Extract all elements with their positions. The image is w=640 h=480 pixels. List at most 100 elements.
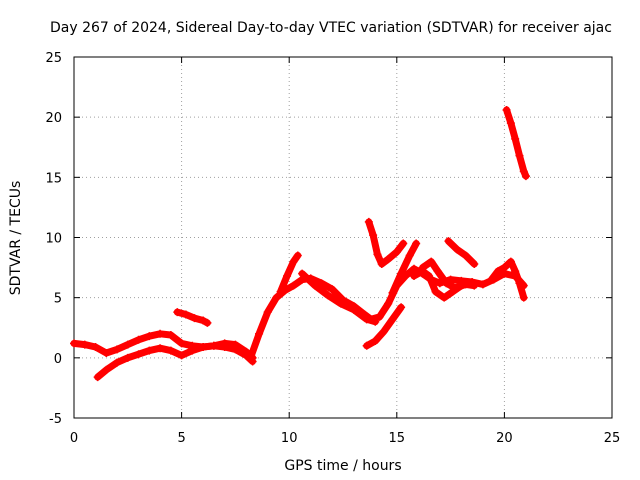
data-point-marker bbox=[272, 293, 281, 302]
data-point-marker bbox=[470, 281, 479, 290]
data-point-marker bbox=[500, 263, 509, 272]
data-point-marker bbox=[336, 299, 345, 308]
data-point-marker bbox=[418, 263, 427, 272]
series-band bbox=[277, 252, 302, 296]
data-point-marker bbox=[470, 259, 479, 268]
data-point-marker bbox=[521, 172, 530, 181]
data-point-marker bbox=[392, 247, 401, 256]
data-point-marker bbox=[425, 272, 434, 281]
data-point-marker bbox=[166, 330, 175, 339]
series-band bbox=[389, 240, 420, 297]
x-axis-label: GPS time / hours bbox=[284, 458, 401, 474]
x-tick-label: 0 bbox=[70, 431, 78, 446]
x-tick-label: 5 bbox=[177, 431, 185, 446]
data-point-marker bbox=[511, 134, 520, 143]
data-point-marker bbox=[433, 267, 442, 276]
data-point-marker bbox=[410, 264, 419, 273]
series-track-14 bbox=[502, 105, 530, 181]
data-point-marker bbox=[220, 343, 229, 352]
series-track-6 bbox=[298, 269, 380, 326]
data-point-marker bbox=[203, 318, 212, 327]
x-tick-label: 20 bbox=[496, 431, 513, 446]
data-point-marker bbox=[123, 353, 132, 362]
data-point-marker bbox=[70, 339, 78, 348]
y-tick-label: 5 bbox=[54, 292, 62, 307]
data-point-marker bbox=[397, 303, 406, 312]
data-point-marker bbox=[123, 340, 132, 349]
data-point-marker bbox=[511, 267, 520, 276]
data-point-marker bbox=[276, 287, 285, 296]
data-point-marker bbox=[188, 346, 197, 355]
data-point-marker bbox=[375, 312, 384, 321]
data-point-marker bbox=[379, 327, 388, 336]
data-point-marker bbox=[177, 351, 186, 360]
data-point-marker bbox=[145, 346, 154, 355]
data-point-marker bbox=[323, 291, 332, 300]
data-point-marker bbox=[377, 259, 386, 268]
data-point-marker bbox=[156, 344, 165, 353]
data-point-marker bbox=[289, 257, 298, 266]
data-point-marker bbox=[199, 316, 208, 325]
data-point-marker bbox=[173, 308, 182, 317]
data-point-marker bbox=[373, 250, 382, 259]
data-point-marker bbox=[450, 284, 459, 293]
y-tick-label: 0 bbox=[54, 352, 62, 367]
data-point-marker bbox=[181, 310, 190, 319]
data-point-marker bbox=[328, 285, 337, 294]
series-track-2 bbox=[93, 341, 257, 382]
y-tick-label: 25 bbox=[45, 51, 62, 66]
data-point-marker bbox=[431, 287, 440, 296]
data-point-marker bbox=[190, 314, 199, 323]
series-track-11 bbox=[418, 257, 479, 293]
data-point-marker bbox=[442, 279, 451, 288]
data-point-marker bbox=[506, 257, 515, 266]
data-point-marker bbox=[102, 365, 111, 374]
data-point-marker bbox=[80, 340, 89, 349]
series-track-8 bbox=[364, 217, 408, 268]
data-point-marker bbox=[134, 350, 143, 359]
data-point-marker bbox=[515, 151, 524, 160]
data-point-marker bbox=[506, 119, 515, 128]
data-point-marker bbox=[410, 272, 419, 281]
y-tick-label: 15 bbox=[45, 171, 62, 186]
data-point-marker bbox=[293, 251, 302, 260]
data-point-marker bbox=[362, 341, 371, 350]
data-point-marker bbox=[349, 305, 358, 314]
y-tick-label: 20 bbox=[45, 111, 62, 126]
data-point-marker bbox=[298, 269, 307, 278]
data-point-marker bbox=[444, 237, 453, 246]
data-point-marker bbox=[405, 251, 414, 260]
data-point-marker bbox=[519, 167, 528, 176]
data-point-marker bbox=[461, 280, 470, 289]
y-tick-label: 10 bbox=[45, 232, 62, 247]
data-point-marker bbox=[134, 335, 143, 344]
data-point-marker bbox=[317, 279, 326, 288]
series-track-9 bbox=[388, 239, 421, 297]
series-track-7 bbox=[362, 303, 406, 350]
data-point-marker bbox=[399, 239, 408, 248]
data-point-marker bbox=[388, 288, 397, 297]
data-point-marker bbox=[145, 332, 154, 341]
series-track-3 bbox=[173, 308, 212, 327]
data-point-marker bbox=[384, 299, 393, 308]
data-point-marker bbox=[231, 345, 240, 354]
data-point-marker bbox=[478, 280, 487, 289]
data-point-marker bbox=[388, 315, 397, 324]
data-point-marker bbox=[283, 272, 292, 281]
data-point-marker bbox=[371, 336, 380, 345]
data-point-marker bbox=[397, 269, 406, 278]
data-point-marker bbox=[369, 231, 378, 240]
data-series bbox=[70, 105, 530, 382]
data-point-marker bbox=[113, 345, 122, 354]
x-tick-label: 15 bbox=[389, 431, 406, 446]
data-point-marker bbox=[177, 339, 186, 348]
series-band bbox=[365, 218, 407, 268]
data-point-marker bbox=[166, 346, 175, 355]
data-point-marker bbox=[156, 329, 165, 338]
data-point-marker bbox=[502, 105, 511, 114]
data-point-marker bbox=[493, 267, 502, 276]
data-point-marker bbox=[427, 257, 436, 266]
data-point-marker bbox=[371, 317, 380, 326]
data-point-marker bbox=[487, 275, 496, 284]
